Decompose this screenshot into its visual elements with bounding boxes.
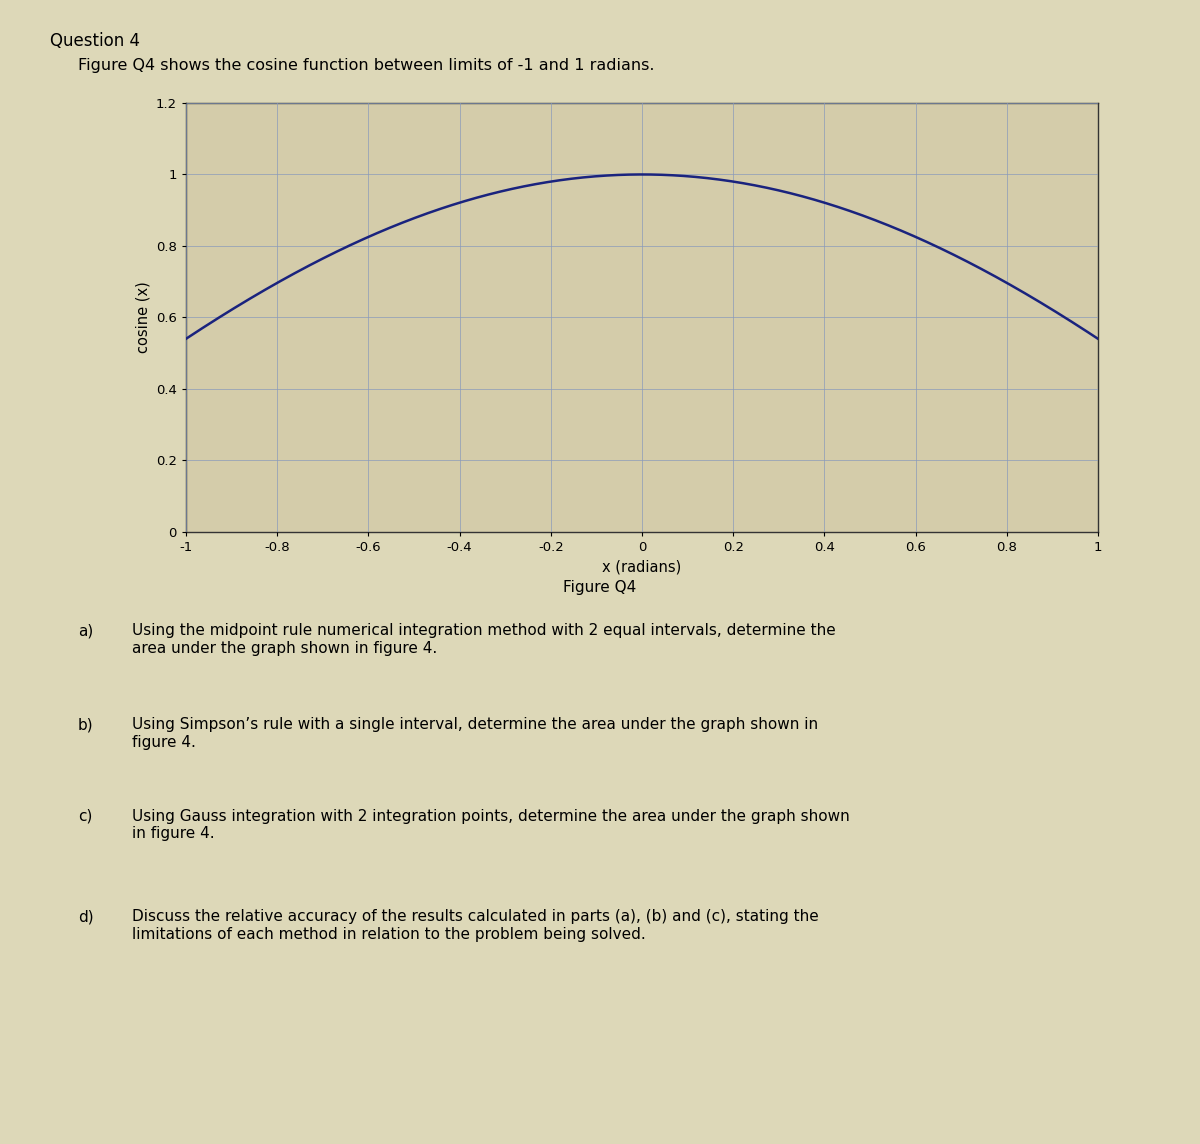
Text: Using the midpoint rule numerical integration method with 2 equal intervals, det: Using the midpoint rule numerical integr… bbox=[132, 623, 835, 656]
Text: Discuss the relative accuracy of the results calculated in parts (a), (b) and (c: Discuss the relative accuracy of the res… bbox=[132, 909, 818, 942]
Text: c): c) bbox=[78, 809, 92, 824]
Text: b): b) bbox=[78, 717, 94, 732]
Text: Using Simpson’s rule with a single interval, determine the area under the graph : Using Simpson’s rule with a single inter… bbox=[132, 717, 818, 749]
Text: Figure Q4: Figure Q4 bbox=[563, 580, 637, 595]
Text: Using Gauss integration with 2 integration points, determine the area under the : Using Gauss integration with 2 integrati… bbox=[132, 809, 850, 841]
Y-axis label: cosine (x): cosine (x) bbox=[136, 281, 150, 353]
Text: Figure Q4 shows the cosine function between limits of -1 and 1 radians.: Figure Q4 shows the cosine function betw… bbox=[78, 58, 654, 73]
X-axis label: x (radians): x (radians) bbox=[602, 559, 682, 574]
Text: d): d) bbox=[78, 909, 94, 924]
Text: Question 4: Question 4 bbox=[50, 32, 140, 50]
Text: a): a) bbox=[78, 623, 94, 638]
